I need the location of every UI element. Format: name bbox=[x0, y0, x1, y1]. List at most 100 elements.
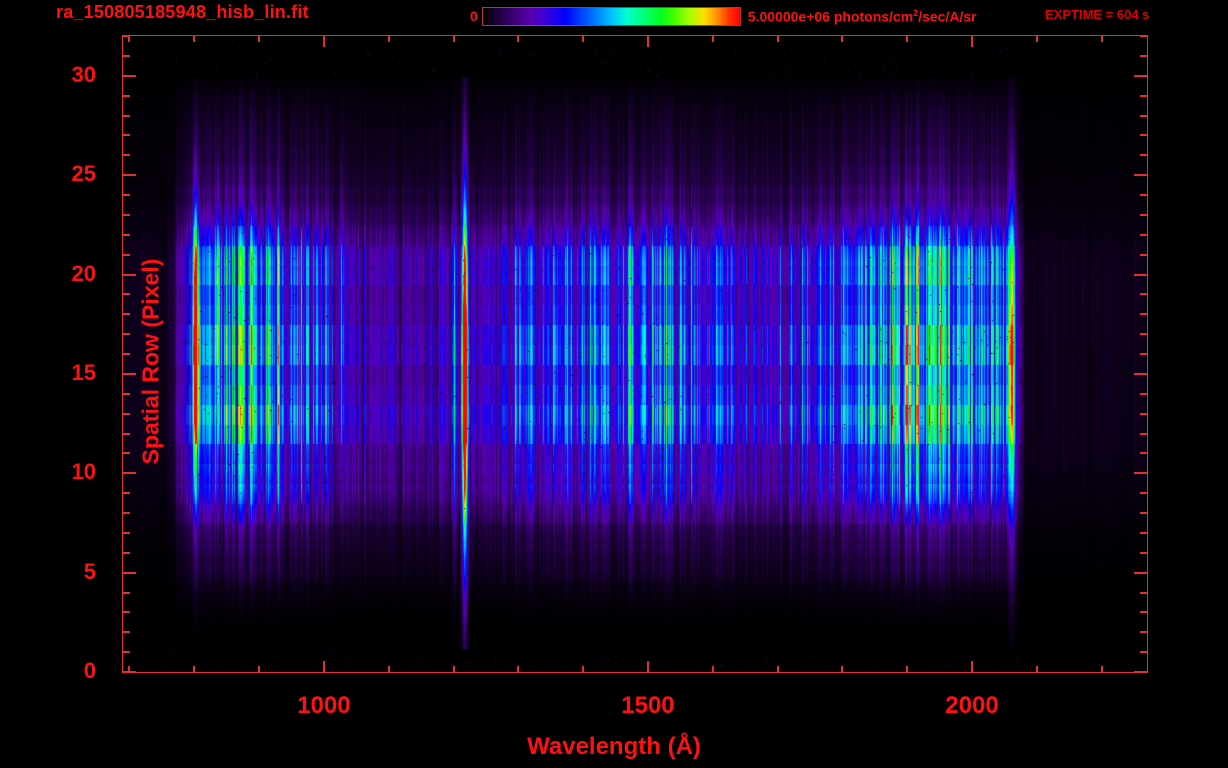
y-tick-minor-right bbox=[1140, 233, 1147, 236]
colorbar-unit-exponent: 2 bbox=[913, 7, 919, 18]
colorbar: 0 5.00000e+06 photons/cm2/sec/A/sr bbox=[470, 3, 977, 29]
y-tick-minor bbox=[123, 611, 130, 614]
y-tick-minor-right bbox=[1140, 293, 1147, 296]
x-tick-minor-top bbox=[387, 36, 390, 42]
y-tick-minor bbox=[123, 54, 130, 57]
y-tick-minor-right bbox=[1140, 134, 1147, 137]
y-tick-minor-right bbox=[1140, 651, 1147, 654]
y-tick-minor-right bbox=[1140, 531, 1147, 534]
x-tick-minor bbox=[1035, 666, 1038, 672]
colorbar-max-label: 5.00000e+06 photons/cm2/sec/A/sr bbox=[748, 7, 977, 25]
x-tick-minor-top bbox=[1035, 36, 1038, 42]
y-tick-minor bbox=[123, 631, 130, 634]
y-tick-major-right bbox=[1134, 571, 1147, 574]
x-tick-minor bbox=[387, 666, 390, 672]
colorbar-unit-tail: /sec/A/sr bbox=[918, 8, 977, 25]
y-tick-minor bbox=[123, 512, 130, 514]
y-tick-minor-right bbox=[1140, 253, 1147, 256]
y-tick-minor-right bbox=[1140, 313, 1147, 316]
y-tick-minor-right bbox=[1140, 35, 1147, 37]
y-tick-minor-right bbox=[1140, 54, 1147, 57]
y-tick-minor bbox=[123, 313, 130, 316]
y-tick-label: 5 bbox=[83, 558, 96, 584]
y-tick-minor bbox=[123, 333, 130, 336]
plot-frame[interactable]: Spatial Row (Pixel) bbox=[122, 35, 1148, 673]
y-tick-minor-right bbox=[1140, 492, 1147, 495]
x-tick-minor bbox=[517, 666, 520, 672]
x-tick-minor-top bbox=[711, 36, 714, 42]
x-tick-minor bbox=[193, 666, 196, 672]
y-tick-minor-right bbox=[1140, 452, 1147, 455]
y-tick-minor bbox=[123, 432, 130, 435]
y-tick-minor bbox=[123, 353, 130, 355]
y-tick-major bbox=[123, 372, 136, 375]
x-tick-minor bbox=[452, 666, 455, 672]
y-tick-minor-right bbox=[1140, 154, 1147, 157]
x-tick-minor bbox=[776, 666, 779, 672]
y-tick-label: 15 bbox=[71, 359, 96, 385]
y-tick-minor-right bbox=[1140, 551, 1147, 554]
y-tick-minor-right bbox=[1140, 512, 1147, 514]
y-tick-major-right bbox=[1134, 372, 1147, 375]
x-tick-minor-top bbox=[128, 36, 131, 42]
y-tick-minor bbox=[123, 651, 130, 654]
x-tick-minor bbox=[258, 666, 261, 672]
y-tick-minor bbox=[123, 134, 130, 137]
y-tick-major bbox=[123, 273, 136, 276]
plot-area[interactable] bbox=[123, 36, 1147, 672]
x-tick-minor bbox=[841, 666, 844, 672]
x-tick-minor-top bbox=[776, 36, 779, 42]
x-tick-label: 1000 bbox=[297, 692, 351, 719]
y-tick-minor-right bbox=[1140, 94, 1147, 97]
x-axis-title: Wavelength (Å) bbox=[527, 733, 701, 760]
x-tick-minor-top bbox=[841, 36, 844, 42]
y-tick-label: 20 bbox=[71, 260, 96, 286]
y-tick-minor bbox=[123, 591, 130, 594]
x-tick-minor-top bbox=[193, 36, 196, 42]
y-tick-minor bbox=[123, 114, 130, 117]
y-tick-label: 10 bbox=[71, 459, 96, 485]
y-tick-major-right bbox=[1134, 74, 1147, 77]
y-tick-major-right bbox=[1134, 671, 1147, 673]
x-tick-major-top bbox=[971, 36, 973, 47]
y-tick-minor bbox=[123, 293, 130, 296]
x-tick-minor-top bbox=[452, 36, 455, 42]
spectrogram-image[interactable] bbox=[124, 37, 1147, 672]
y-tick-minor bbox=[123, 94, 130, 97]
y-tick-major-right bbox=[1134, 174, 1147, 177]
x-tick-minor bbox=[906, 666, 909, 672]
y-tick-minor bbox=[123, 35, 130, 37]
x-tick-minor bbox=[128, 666, 131, 672]
y-tick-minor bbox=[123, 492, 130, 495]
y-tick-label: 0 bbox=[83, 658, 96, 683]
y-tick-minor-right bbox=[1140, 591, 1147, 594]
y-tick-minor-right bbox=[1140, 631, 1147, 634]
y-axis-title: Spatial Row (Pixel) bbox=[137, 258, 164, 465]
x-tick-minor-top bbox=[582, 36, 585, 42]
y-tick-major bbox=[123, 671, 136, 673]
y-tick-minor-right bbox=[1140, 353, 1147, 355]
x-tick-major bbox=[971, 661, 973, 672]
y-tick-minor-right bbox=[1140, 611, 1147, 614]
y-tick-major-right bbox=[1134, 472, 1147, 475]
y-tick-minor bbox=[123, 452, 130, 455]
y-tick-minor-right bbox=[1140, 194, 1147, 196]
y-tick-label: 30 bbox=[71, 61, 96, 87]
y-tick-minor bbox=[123, 194, 130, 196]
x-tick-major bbox=[322, 661, 325, 672]
exposure-time-label: EXPTIME = 604 s bbox=[1045, 7, 1150, 22]
x-tick-label: 2000 bbox=[945, 692, 999, 719]
x-tick-minor-top bbox=[1100, 36, 1103, 42]
x-tick-minor bbox=[1100, 666, 1103, 672]
y-tick-minor-right bbox=[1140, 114, 1147, 117]
y-tick-minor bbox=[123, 154, 130, 157]
x-tick-major-top bbox=[322, 36, 325, 47]
y-tick-minor bbox=[123, 253, 130, 256]
x-tick-minor-top bbox=[258, 36, 261, 42]
y-tick-minor-right bbox=[1140, 392, 1147, 395]
y-tick-minor bbox=[123, 412, 130, 415]
y-tick-minor-right bbox=[1140, 432, 1147, 435]
colorbar-min-label: 0 bbox=[470, 8, 478, 24]
y-tick-major bbox=[123, 174, 136, 177]
